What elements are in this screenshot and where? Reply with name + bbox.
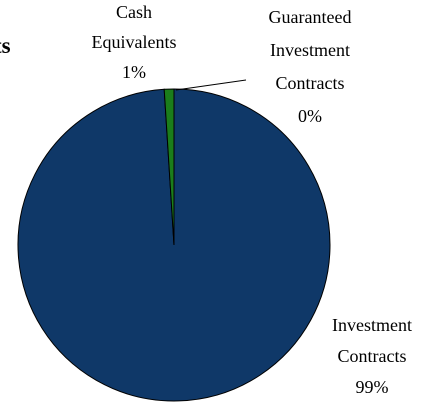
slice-label: Investment Contracts [332,315,412,366]
leader-line [175,79,247,91]
slice-value-label: 0% [298,106,322,126]
slice-value-label: 99% [356,377,389,397]
slice-label: Guaranteed Investment Contracts [269,7,352,93]
slice-label: Cash Equivalents [92,2,177,52]
chart-title: ts [0,33,11,58]
slice-value-label: 1% [122,62,146,82]
